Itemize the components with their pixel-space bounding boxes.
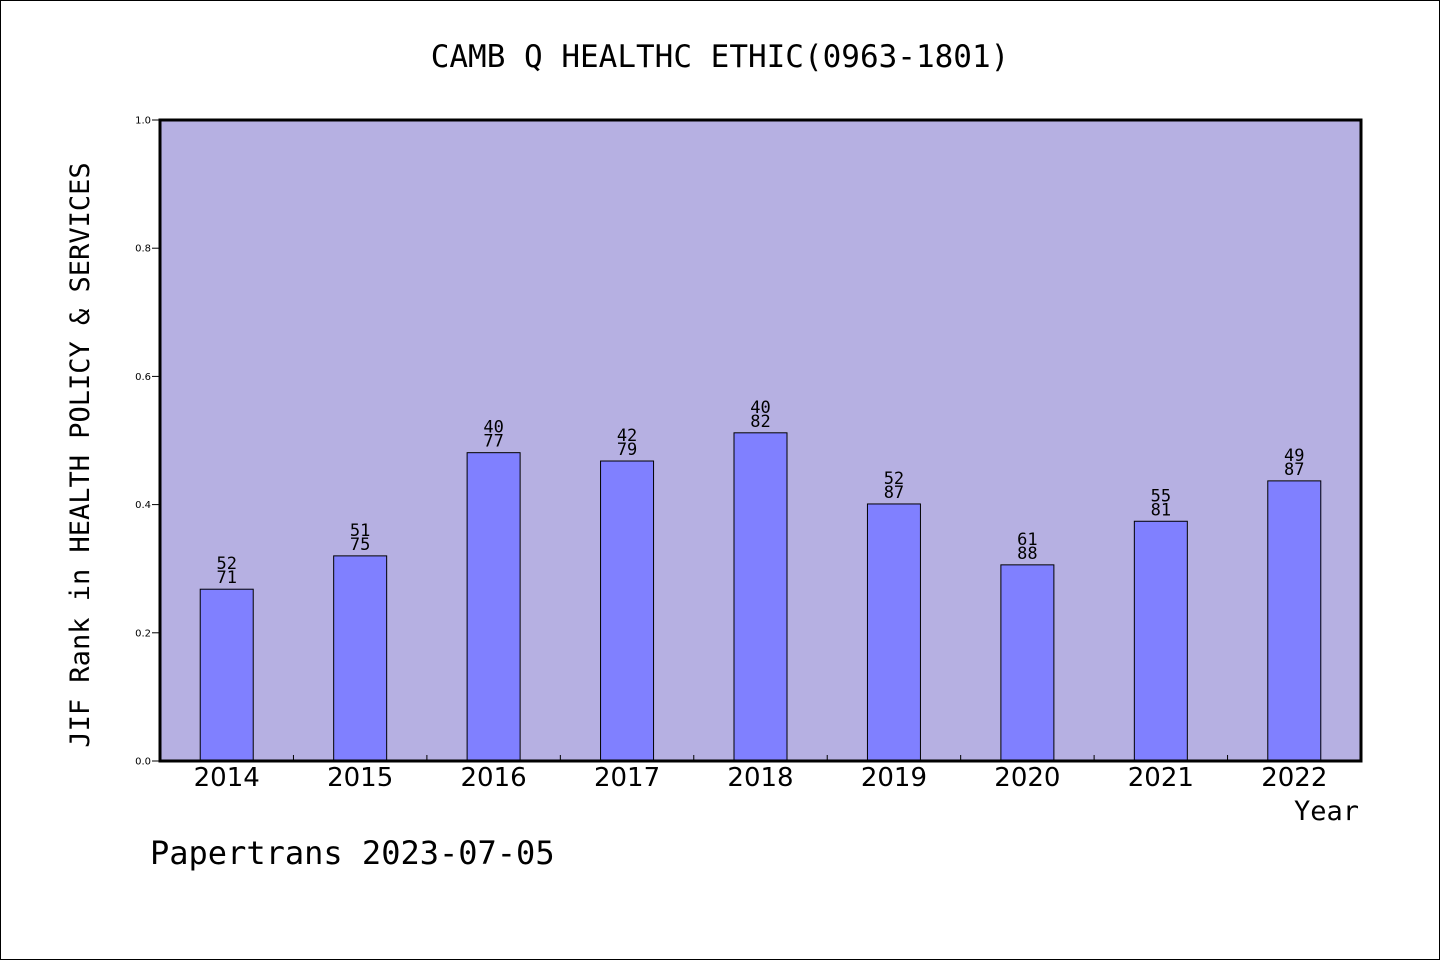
bar-total-label: 79 [617, 440, 637, 460]
bar-total-label: 75 [350, 535, 370, 555]
bar-group [199, 432, 1322, 762]
bar-2020 [1000, 564, 1055, 762]
y-axis-label: JIF Rank in HEALTH POLICY & SERVICES [65, 162, 96, 747]
y-tick-label: 1.0 [135, 116, 151, 127]
y-tick-label: 0.6 [135, 372, 151, 383]
bar-total-label: 87 [884, 483, 904, 503]
bar-2016 [466, 452, 521, 762]
bar-rank-label: 51 [350, 521, 370, 541]
bar-2021 [1133, 520, 1188, 762]
bar-total-label: 82 [750, 412, 770, 432]
bar-2022 [1267, 480, 1322, 762]
bar-rank-label: 40 [483, 418, 503, 438]
x-tick-label: 2022 [1261, 763, 1327, 793]
y-tick-label: 0.0 [135, 757, 151, 768]
x-tick-label: 2018 [727, 763, 793, 793]
bar-total-label: 81 [1151, 500, 1171, 520]
x-tick-label: 2021 [1128, 763, 1194, 793]
bar-2018 [733, 432, 788, 762]
x-tick-label: 2019 [861, 763, 927, 793]
x-axis-label: Year [1294, 796, 1359, 827]
x-axis: 2014 2015 2016 2017 2018 2019 2020 2021 2022 [194, 755, 1327, 793]
bar-rank-label: 49 [1284, 446, 1304, 466]
x-tick-label: 2015 [327, 763, 393, 793]
bar-total-label: 71 [216, 568, 236, 588]
x-tick-label: 2020 [994, 763, 1060, 793]
chart-title: CAMB Q HEALTHC ETHIC(0963-1801) [431, 39, 1010, 75]
bar-total-label: 88 [1017, 544, 1037, 564]
footer-credit: Papertrans 2023-07-05 [150, 834, 555, 872]
y-tick-label: 0.8 [135, 244, 151, 255]
bar-2017 [600, 460, 655, 762]
x-tick-label: 2017 [594, 763, 660, 793]
y-tick-label: 0.2 [135, 628, 151, 639]
bar-rank-label: 61 [1017, 530, 1037, 550]
bar-2019 [866, 503, 921, 762]
x-tick-label: 2016 [461, 763, 527, 793]
y-axis: 0.0 0.2 0.4 0.6 0.8 1.0 [135, 116, 160, 768]
bar-total-label: 77 [483, 432, 503, 452]
bar-rank-label: 55 [1151, 486, 1171, 506]
bar-rank-label: 52 [884, 469, 904, 489]
y-tick-label: 0.4 [135, 500, 151, 511]
bar-rank-label: 40 [750, 398, 770, 418]
bar-total-label: 87 [1284, 460, 1304, 480]
bar-rank-label: 52 [216, 554, 236, 574]
plot-border [158, 118, 1363, 763]
bar-2015 [333, 555, 388, 762]
bar-rank-label: 42 [617, 426, 637, 446]
bar-2014 [199, 588, 254, 762]
x-tick-label: 2014 [194, 763, 260, 793]
